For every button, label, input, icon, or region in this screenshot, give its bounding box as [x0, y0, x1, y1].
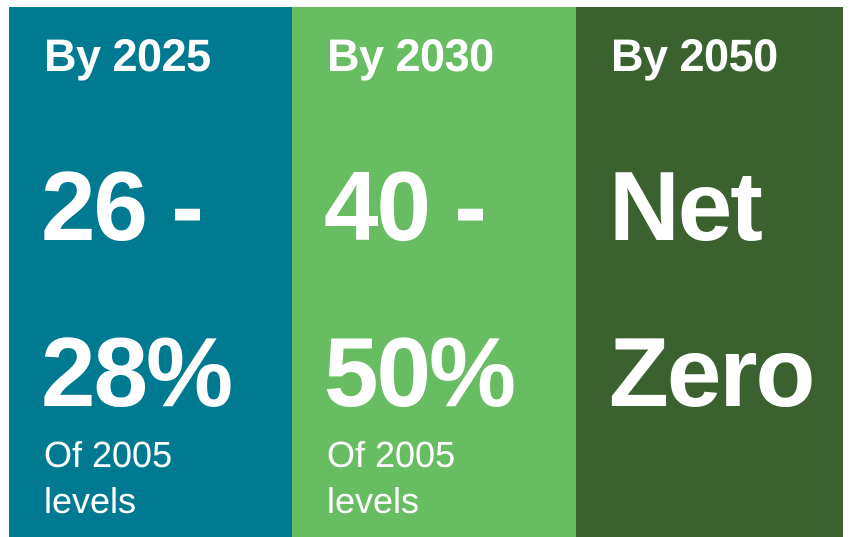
targets-graphic: By 2025 26 - 28% Of 2005 levels By 2030 … [9, 7, 843, 537]
target-panel-2025: By 2025 26 - 28% Of 2005 levels [9, 7, 292, 537]
target-value-line-2: Zero [609, 317, 815, 427]
target-note-line-2: levels [44, 480, 137, 521]
target-value-line-1: 40 - [324, 151, 487, 261]
target-note-line-1: Of 2005 [327, 434, 456, 475]
target-note: Of 2005 levels [327, 432, 547, 524]
target-panel-2030: By 2030 40 - 50% Of 2005 levels [292, 7, 576, 537]
target-note: Of 2005 levels [44, 432, 264, 524]
target-note-line-2: levels [327, 480, 420, 521]
target-value-line-1: 26 - [41, 151, 204, 261]
target-value-line-2: 50% [324, 317, 516, 427]
panel-heading: By 2025 [44, 30, 211, 81]
target-value-line-2: 28% [41, 317, 233, 427]
target-note-line-1: Of 2005 [44, 434, 173, 475]
panel-heading: By 2030 [327, 30, 494, 81]
target-value-line-1: Net [609, 151, 763, 261]
target-panel-2050: By 2050 Net Zero [576, 7, 843, 537]
panel-heading: By 2050 [611, 30, 778, 81]
